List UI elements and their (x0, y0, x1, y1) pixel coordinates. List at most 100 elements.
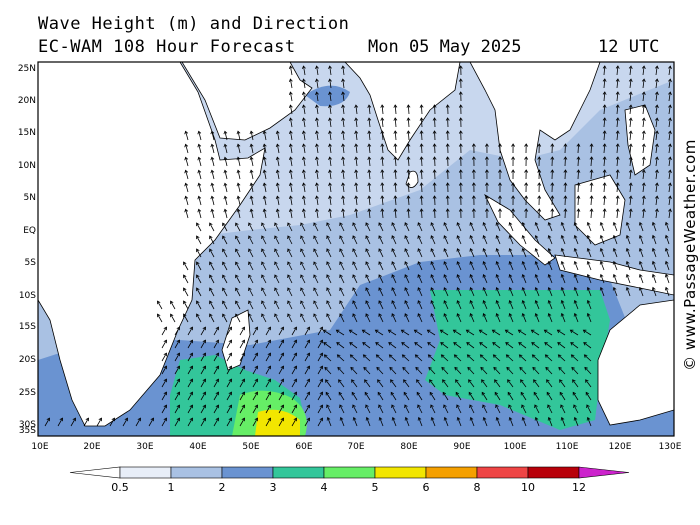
direction-arrowhead (223, 195, 228, 200)
direction-arrowhead (641, 182, 646, 186)
direction-arrow (561, 248, 566, 258)
direction-arrow (378, 313, 384, 323)
direction-arrow (187, 366, 193, 375)
direction-arrowhead (534, 235, 539, 239)
direction-arrowhead (389, 366, 393, 371)
direction-arrowhead (625, 247, 630, 252)
direction-arrow (427, 329, 436, 336)
direction-arrow (157, 314, 163, 323)
direction-arrow (468, 392, 475, 401)
direction-arrow (430, 287, 436, 297)
direction-arrow (421, 117, 423, 128)
direction-arrow (655, 196, 658, 206)
direction-arrowhead (85, 417, 89, 422)
direction-arrow (441, 354, 449, 362)
direction-arrow (390, 392, 397, 401)
direction-arrowhead (223, 130, 228, 135)
direction-arrow (211, 170, 215, 180)
direction-arrow (507, 392, 514, 401)
direction-arrowhead (209, 300, 213, 305)
direction-arrowhead (326, 313, 330, 317)
direction-arrow (170, 314, 176, 323)
direction-arrowhead (339, 235, 343, 239)
direction-arrow (584, 354, 592, 362)
direction-arrowhead (452, 329, 457, 334)
direction-arrowhead (628, 195, 633, 199)
direction-arrow (616, 195, 619, 206)
direction-arrowhead (534, 261, 539, 265)
direction-arrowhead (315, 195, 319, 200)
direction-arrowhead (267, 339, 271, 344)
direction-arrow (368, 183, 371, 193)
direction-arrow (430, 222, 436, 232)
direction-arrowhead (404, 287, 408, 291)
direction-arrow (378, 222, 384, 232)
direction-arrow (496, 287, 501, 297)
direction-arrow (339, 261, 345, 271)
direction-arrowhead (576, 195, 581, 199)
direction-arrowhead (267, 404, 271, 409)
direction-arrow (415, 354, 423, 362)
direction-arrow (316, 131, 319, 141)
direction-arrow (547, 404, 553, 414)
direction-arrow (250, 183, 254, 193)
direction-arrowhead (495, 235, 500, 239)
direction-arrowhead (315, 169, 319, 174)
direction-arrow (492, 329, 501, 336)
direction-arrow (378, 404, 384, 414)
direction-arrow (629, 196, 632, 206)
direction-arrowhead (183, 261, 187, 266)
direction-arrow (381, 156, 384, 167)
direction-arrow (561, 313, 566, 323)
direction-arrowhead (352, 287, 356, 291)
direction-arrowhead (589, 143, 594, 147)
direction-arrow (355, 157, 358, 167)
direction-arrow (342, 92, 345, 102)
direction-arrow (263, 131, 267, 141)
direction-arrowhead (511, 156, 516, 160)
direction-arrowhead (215, 417, 219, 422)
direction-arrowhead (406, 117, 411, 121)
direction-arrow (183, 300, 189, 310)
direction-arrow (391, 235, 397, 245)
direction-arrowhead (638, 221, 643, 226)
direction-arrowhead (427, 342, 431, 346)
direction-arrow (263, 157, 267, 167)
direction-arrowhead (453, 354, 458, 358)
direction-arrow (326, 261, 332, 271)
direction-arrow (443, 404, 449, 414)
direction-arrowhead (432, 208, 437, 212)
direction-arrowhead (576, 169, 581, 173)
direction-arrowhead (267, 378, 271, 383)
direction-arrowhead (576, 182, 581, 186)
direction-arrowhead (313, 313, 317, 317)
direction-arrowhead (521, 235, 526, 239)
direction-arrowhead (458, 65, 463, 69)
direction-arrow (548, 222, 553, 232)
direction-arrow (239, 392, 245, 401)
direction-arrowhead (341, 208, 346, 212)
direction-arrow (313, 300, 319, 310)
direction-arrowhead (391, 261, 395, 265)
direction-arrowhead (235, 300, 239, 305)
direction-arrow (375, 329, 384, 336)
direction-arrowhead (261, 235, 265, 240)
direction-arrow (639, 248, 644, 258)
direction-arrowhead (189, 391, 193, 396)
direction-arrowhead (197, 208, 202, 213)
direction-arrow (326, 313, 332, 323)
direction-arrowhead (521, 222, 526, 226)
direction-arrow (235, 313, 241, 323)
direction-arrow (522, 248, 527, 258)
direction-arrow (613, 287, 618, 297)
direction-arrow (161, 392, 167, 401)
direction-arrow (546, 392, 553, 401)
direction-arrowhead (586, 221, 591, 226)
direction-arrow (287, 261, 293, 271)
direction-arrow (362, 329, 371, 336)
direction-arrow (496, 248, 501, 258)
direction-arrowhead (569, 329, 574, 334)
direction-arrow (157, 301, 163, 310)
direction-arrow (329, 66, 332, 76)
direction-arrowhead (326, 416, 331, 421)
